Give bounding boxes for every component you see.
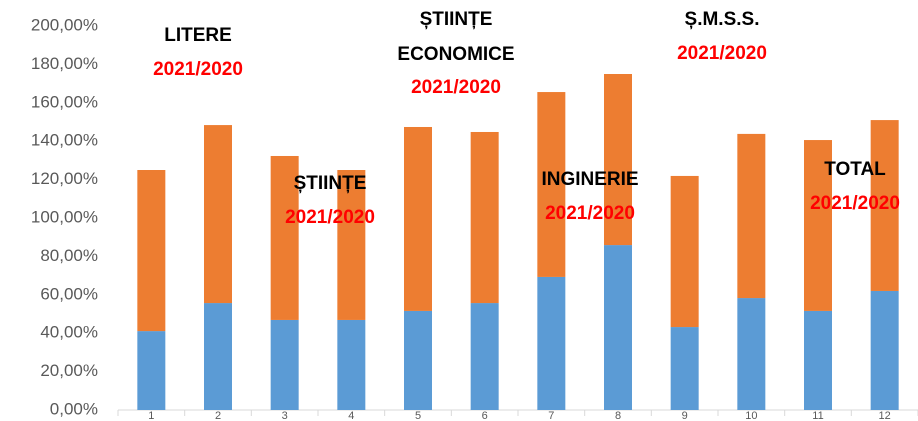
x-tick-label: 11 — [812, 410, 823, 421]
bar-segment — [204, 125, 232, 304]
annotation-period: 2021/2020 — [153, 59, 243, 80]
y-tick-label: 0,00% — [50, 399, 98, 418]
y-tick-label: 100,00% — [31, 207, 98, 226]
bar-segment — [404, 126, 432, 311]
x-tick-label: 10 — [745, 410, 757, 421]
bar-segment — [804, 310, 832, 410]
bar-segment — [604, 245, 632, 410]
y-tick-label: 160,00% — [31, 92, 98, 111]
y-tick-label: 40,00% — [40, 323, 98, 342]
y-tick-label: 80,00% — [40, 246, 98, 265]
y-tick-label: 180,00% — [31, 54, 98, 73]
annotation-period: 2021/2020 — [810, 193, 900, 214]
annotation: LITERE — [164, 25, 232, 46]
bar-segment — [604, 74, 632, 246]
x-tick-label: 7 — [548, 410, 554, 421]
annotation: INGINERIE — [541, 169, 638, 190]
y-tick-label: 60,00% — [40, 284, 98, 303]
annotation-period: 2021/2020 — [677, 43, 767, 64]
annotation-period: 2021/2020 — [285, 207, 375, 228]
bar-segment — [337, 170, 366, 320]
bar-segment — [870, 290, 899, 410]
bar-segment — [737, 298, 766, 410]
y-tick-label: 140,00% — [31, 131, 98, 150]
annotation-period: 2021/2020 — [411, 77, 501, 98]
bar-segment — [137, 170, 166, 332]
x-tick-label: 12 — [879, 410, 891, 421]
y-tick-label: 20,00% — [40, 361, 98, 380]
bar-segment — [537, 92, 566, 277]
bar-segment — [537, 276, 566, 410]
bar-segment — [470, 303, 499, 410]
bar-segment — [870, 120, 899, 291]
bar-segment — [804, 140, 832, 311]
y-tick-label: 200,00% — [31, 15, 98, 34]
bar-segment — [670, 175, 699, 328]
x-tick-label: 5 — [415, 410, 421, 421]
x-tick-label: 6 — [482, 410, 488, 421]
annotation: ȘTIINȚE — [294, 173, 367, 194]
y-tick-label: 120,00% — [31, 169, 98, 188]
x-tick-label: 3 — [282, 410, 288, 421]
bar-segment — [204, 303, 232, 410]
annotation: TOTAL — [824, 159, 886, 180]
bar-segment — [404, 310, 432, 410]
x-tick-label: 9 — [682, 410, 688, 421]
x-tick-label: 1 — [148, 410, 154, 421]
annotation: ECONOMICE — [397, 44, 514, 65]
annotation-period: 2021/2020 — [545, 203, 635, 224]
annotation: ȘTIINȚE — [420, 9, 493, 30]
bar-segment — [137, 331, 166, 410]
bar-segment — [337, 319, 366, 410]
bar-segment — [470, 131, 499, 304]
bar-segment — [270, 155, 299, 320]
bar-segment — [737, 133, 766, 299]
bar-segment — [670, 327, 699, 410]
bar-segment — [270, 319, 299, 410]
x-tick-label: 2 — [215, 410, 221, 421]
annotation: Ș.M.S.S. — [685, 9, 760, 30]
x-tick-label: 8 — [615, 410, 621, 421]
x-tick-label: 4 — [348, 410, 354, 421]
